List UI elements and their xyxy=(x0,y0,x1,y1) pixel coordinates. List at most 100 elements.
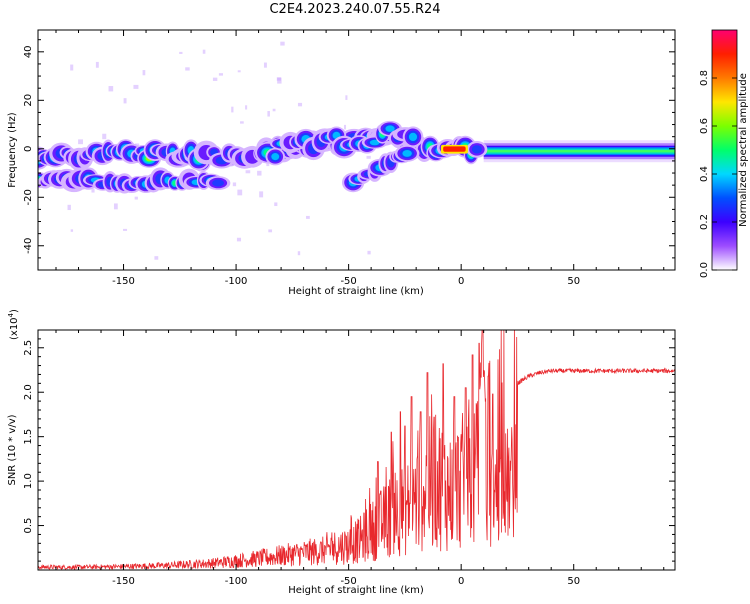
colorbar-tick-label: 0.2 xyxy=(699,214,710,230)
heatmap-speck xyxy=(272,108,276,112)
spectrogram-y-tick-label: 40 xyxy=(23,45,34,58)
heatmap-blob xyxy=(271,153,280,161)
snr-x-tick-label: -50 xyxy=(340,576,356,587)
heatmap-speck xyxy=(366,155,371,159)
spectrogram-heat-marks xyxy=(38,41,675,260)
heatmap-speck xyxy=(154,256,159,260)
snr-frame xyxy=(37,329,676,571)
spectrogram-y-tick-label: 0 xyxy=(23,146,34,152)
heatmap-speck xyxy=(297,251,301,256)
heatmap-speck xyxy=(202,49,206,54)
spectrogram-x-tick-label: -150 xyxy=(112,276,135,287)
heatmap-speck xyxy=(267,111,270,117)
colorbar-gradient xyxy=(711,29,738,271)
snr-y-multiplier-suffix: ) xyxy=(9,309,20,313)
heatmap-speck xyxy=(70,64,74,71)
heatmap-blobs xyxy=(38,120,488,194)
page-title: C2E4.2023.240.07.55.R24 xyxy=(269,2,441,17)
heatmap-speck xyxy=(113,203,118,210)
heatmap-blob xyxy=(402,149,412,157)
spectrogram-frame xyxy=(37,29,676,271)
colorbar-tick-label: 0.0 xyxy=(699,262,710,278)
heatmap-speck xyxy=(277,77,282,84)
spectrogram-x-tick-label: -50 xyxy=(340,276,356,287)
heatmap-blob xyxy=(471,145,482,154)
snr-x-tick-label: 50 xyxy=(567,576,580,587)
heatmap-speck xyxy=(142,70,146,76)
heatmap-speck xyxy=(134,196,138,200)
heatmap-speck xyxy=(123,228,128,231)
snr-y-tick-label: 1.5 xyxy=(23,429,34,445)
heatmap-band-layer xyxy=(483,150,675,153)
spectrogram-x-tick-label: -100 xyxy=(225,276,248,287)
snr-y-tick-label: 2.0 xyxy=(23,384,34,400)
snr-series-line xyxy=(38,330,675,570)
heatmap-speck xyxy=(345,95,348,100)
heatmap-speck xyxy=(78,139,83,145)
heatmap-speck xyxy=(245,105,248,110)
colorbar-label: Normalized spectral amplitude xyxy=(738,73,749,227)
snr-y-multiplier-exponent: 4 xyxy=(7,312,15,317)
heatmap-speck xyxy=(102,133,107,140)
heatmap-speck xyxy=(306,215,310,219)
heatmap-speck xyxy=(266,161,270,167)
heatmap-speck xyxy=(70,229,74,232)
heatmap-speck xyxy=(123,98,127,104)
snr-y-tick-label: 2.5 xyxy=(23,340,34,356)
heatmap-speck xyxy=(218,73,224,76)
heatmap-speck xyxy=(91,188,95,193)
snr-y-tick-label: 1.0 xyxy=(23,473,34,489)
heatmap-blob xyxy=(369,139,380,146)
heatmap-speck xyxy=(179,51,183,54)
spectrogram-y-tick-label: -40 xyxy=(23,238,34,254)
snr-y-multiplier: (x104) xyxy=(7,309,20,340)
heatmap-blob xyxy=(408,132,418,142)
snr-y-axis-label: SNR (10 * v/v) xyxy=(7,414,18,485)
heatmap-blob xyxy=(385,125,395,132)
spectrogram-x-tick-label: 0 xyxy=(458,276,464,287)
heatmap-speck xyxy=(185,67,190,71)
snr-ticks: -150 -100 -50 0 50 0.5 1.0 1.5 2.0 2.5 xyxy=(23,330,675,587)
snr-y-tick-label: 0.5 xyxy=(23,518,34,534)
heatmap-speck xyxy=(257,170,262,176)
heatmap-speck xyxy=(95,61,99,68)
snr-x-tick-label: -100 xyxy=(225,576,248,587)
heatmap-blob xyxy=(212,179,224,187)
spectrogram-panel: -150 -100 -50 0 50 -40 -20 0 20 40 Height of stra… xyxy=(7,29,676,297)
heatmap-peak-core xyxy=(443,146,466,152)
spectrogram-y-axis-label: Frequency (Hz) xyxy=(7,112,18,188)
heatmap-speck xyxy=(240,121,244,124)
heatmap-speck xyxy=(231,106,234,113)
heatmap-speck xyxy=(343,124,347,130)
spectrogram-y-tick-label: -20 xyxy=(23,189,34,205)
snr-y-multiplier-prefix: (x10 xyxy=(9,317,20,340)
heatmap-speck xyxy=(232,182,237,187)
spectrogram-x-tick-label: 50 xyxy=(567,276,580,287)
heatmap-speck xyxy=(67,204,71,211)
heatmap-speck xyxy=(297,102,303,107)
heatmap-speck xyxy=(212,77,218,81)
heatmap-speck xyxy=(245,170,251,174)
colorbar-tick-label: 0.4 xyxy=(699,166,710,182)
colorbar-tick-label: 0.8 xyxy=(699,70,710,86)
heatmap-speck xyxy=(237,189,243,196)
colorbar-ticks: 0.0 0.2 0.4 0.6 0.8 xyxy=(699,70,737,278)
snr-panel: -150 -100 -50 0 50 0.5 1.0 1.5 2.0 2.5 Height of … xyxy=(7,309,676,596)
snr-x-axis-label: Height of straight line (km) xyxy=(288,585,424,596)
heatmap-speck xyxy=(263,62,267,68)
spectrogram-ticks: -150 -100 -50 0 50 -40 -20 0 20 40 xyxy=(23,30,675,287)
snr-x-tick-label: 0 xyxy=(458,576,464,587)
colorbar-tick-label: 0.6 xyxy=(699,118,710,134)
heatmap-speck xyxy=(367,250,371,255)
spectrogram-y-tick-label: 20 xyxy=(23,94,34,107)
heatmap-speck xyxy=(280,41,285,46)
heatmap-speck xyxy=(108,86,114,92)
heatmap-speck xyxy=(259,191,264,198)
heatmap-speck xyxy=(237,70,241,73)
heatmap-band-right xyxy=(483,140,675,163)
heatmap-speck xyxy=(268,229,273,233)
snr-x-tick-label: -150 xyxy=(112,576,135,587)
heatmap-speck xyxy=(236,237,242,242)
colorbar: 0.0 0.2 0.4 0.6 0.8 Normalized spectral ampl… xyxy=(699,29,749,278)
